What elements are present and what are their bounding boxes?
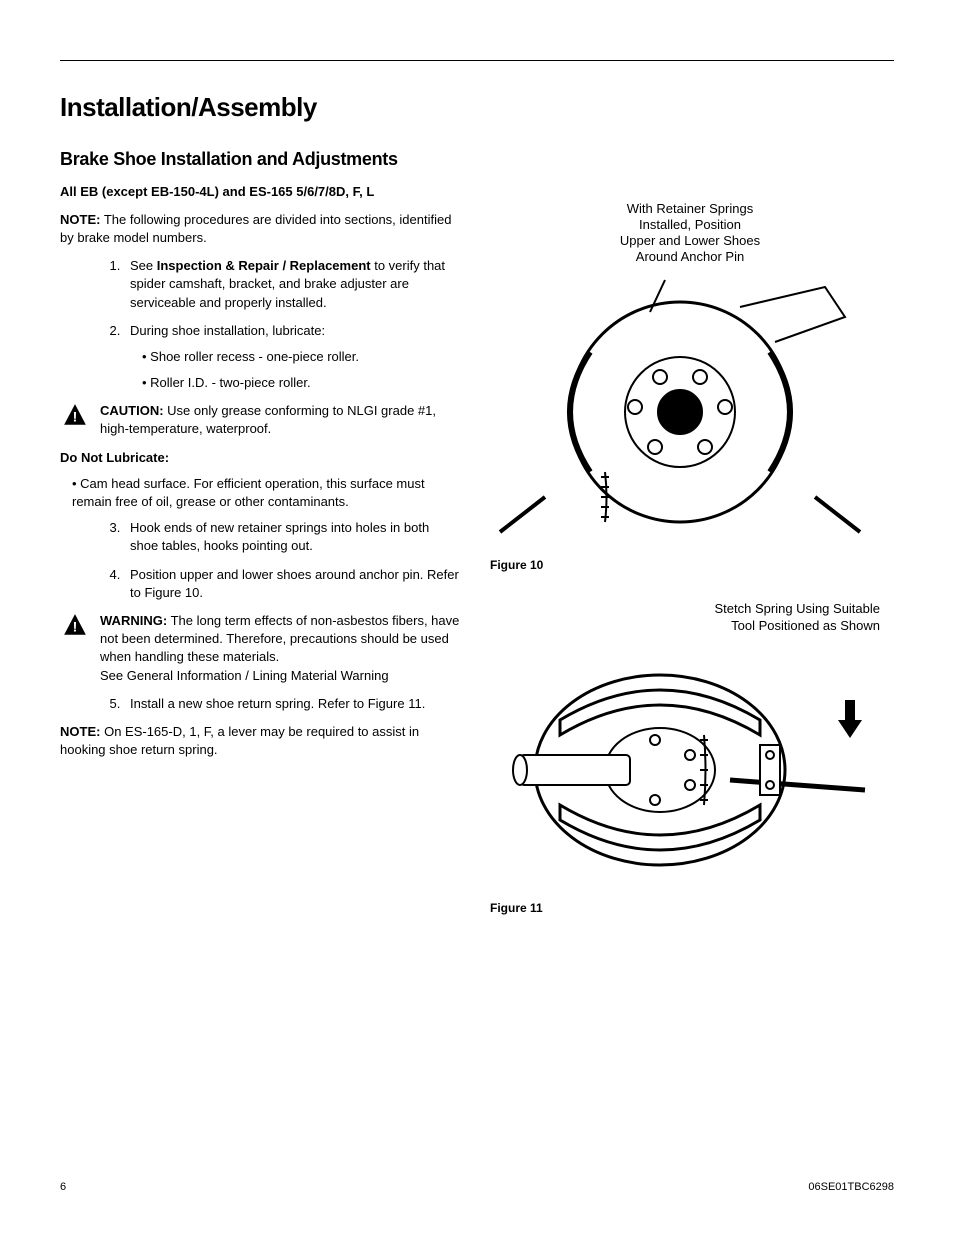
fig11-l2: Tool Positioned as Shown [731,618,880,633]
warning-label: WARNING: [100,613,167,628]
step-5: Install a new shoe return spring. Refer … [124,695,460,713]
figure11-caption: Figure 11 [490,900,890,917]
warning-line2: See General Information / Lining Materia… [100,668,389,683]
page-number: 6 [60,1180,66,1195]
svg-text:!: ! [73,618,78,634]
note-text: The following procedures are divided int… [60,212,451,245]
note-2: NOTE: On ES-165-D, 1, F, a lever may be … [60,723,460,759]
step2-b1: Shoe roller recess - one-piece roller. [142,348,460,366]
note2-text: On ES-165-D, 1, F, a lever may be requir… [60,724,419,757]
left-column: All EB (except EB-150-4L) and ES-165 5/6… [60,183,460,945]
top-rule [60,60,894,61]
do-not-label: Do Not Lubricate: [60,449,460,467]
warning-block: ! WARNING: The long term effects of non-… [60,612,460,685]
fig11-l1: Stetch Spring Using Suitable [715,601,880,616]
caution-label: CAUTION: [100,403,164,418]
step-2: During shoe installation, lubricate: Sho… [124,322,460,393]
step1-bold: Inspection & Repair / Replacement [157,258,371,273]
do-not-list: Cam head surface. For efficient operatio… [60,475,460,511]
figure11-label: Stetch Spring Using Suitable Tool Positi… [490,601,890,634]
warning-triangle-icon: ! [60,612,90,685]
fig10-l4: Around Anchor Pin [636,249,744,264]
fig10-l2: Installed, Position [639,217,741,232]
page-footer: 6 06SE01TBC6298 [60,1180,894,1195]
page-title: Installation/Assembly [60,89,894,125]
step1-pre: See [130,258,157,273]
caution-text-wrap: CAUTION: Use only grease conforming to N… [100,402,460,438]
fig10-l3: Upper and Lower Shoes [620,233,760,248]
figure10-caption: Figure 10 [490,557,890,574]
note-label: NOTE: [60,212,100,227]
steps-list-c: Install a new shoe return spring. Refer … [60,695,460,713]
warning-triangle-icon: ! [60,402,90,438]
figure10-image [490,272,870,547]
figure11-image [490,640,870,890]
step-3: Hook ends of new retainer springs into h… [124,519,460,555]
right-column: With Retainer Springs Installed, Positio… [490,183,890,945]
steps-list-a: See Inspection & Repair / Replacement to… [60,257,460,392]
note-1: NOTE: The following procedures are divid… [60,211,460,247]
caution-block: ! CAUTION: Use only grease conforming to… [60,402,460,438]
svg-text:!: ! [73,409,78,425]
section-title: Brake Shoe Installation and Adjustments [60,147,894,172]
step-4: Position upper and lower shoes around an… [124,566,460,602]
note2-label: NOTE: [60,724,100,739]
fig10-l1: With Retainer Springs [627,201,753,216]
doc-number: 06SE01TBC6298 [808,1180,894,1195]
do-not-b1: Cam head surface. For efficient operatio… [72,475,460,511]
steps-list-b: Hook ends of new retainer springs into h… [60,519,460,602]
model-line: All EB (except EB-150-4L) and ES-165 5/6… [60,183,460,201]
step2-text: During shoe installation, lubricate: [130,323,325,338]
figure10-label: With Retainer Springs Installed, Positio… [490,201,890,266]
warning-text-wrap: WARNING: The long term effects of non-as… [100,612,460,685]
step-1: See Inspection & Repair / Replacement to… [124,257,460,312]
step2-b2: Roller I.D. - two-piece roller. [142,374,460,392]
step2-bullets: Shoe roller recess - one-piece roller. R… [130,348,460,392]
